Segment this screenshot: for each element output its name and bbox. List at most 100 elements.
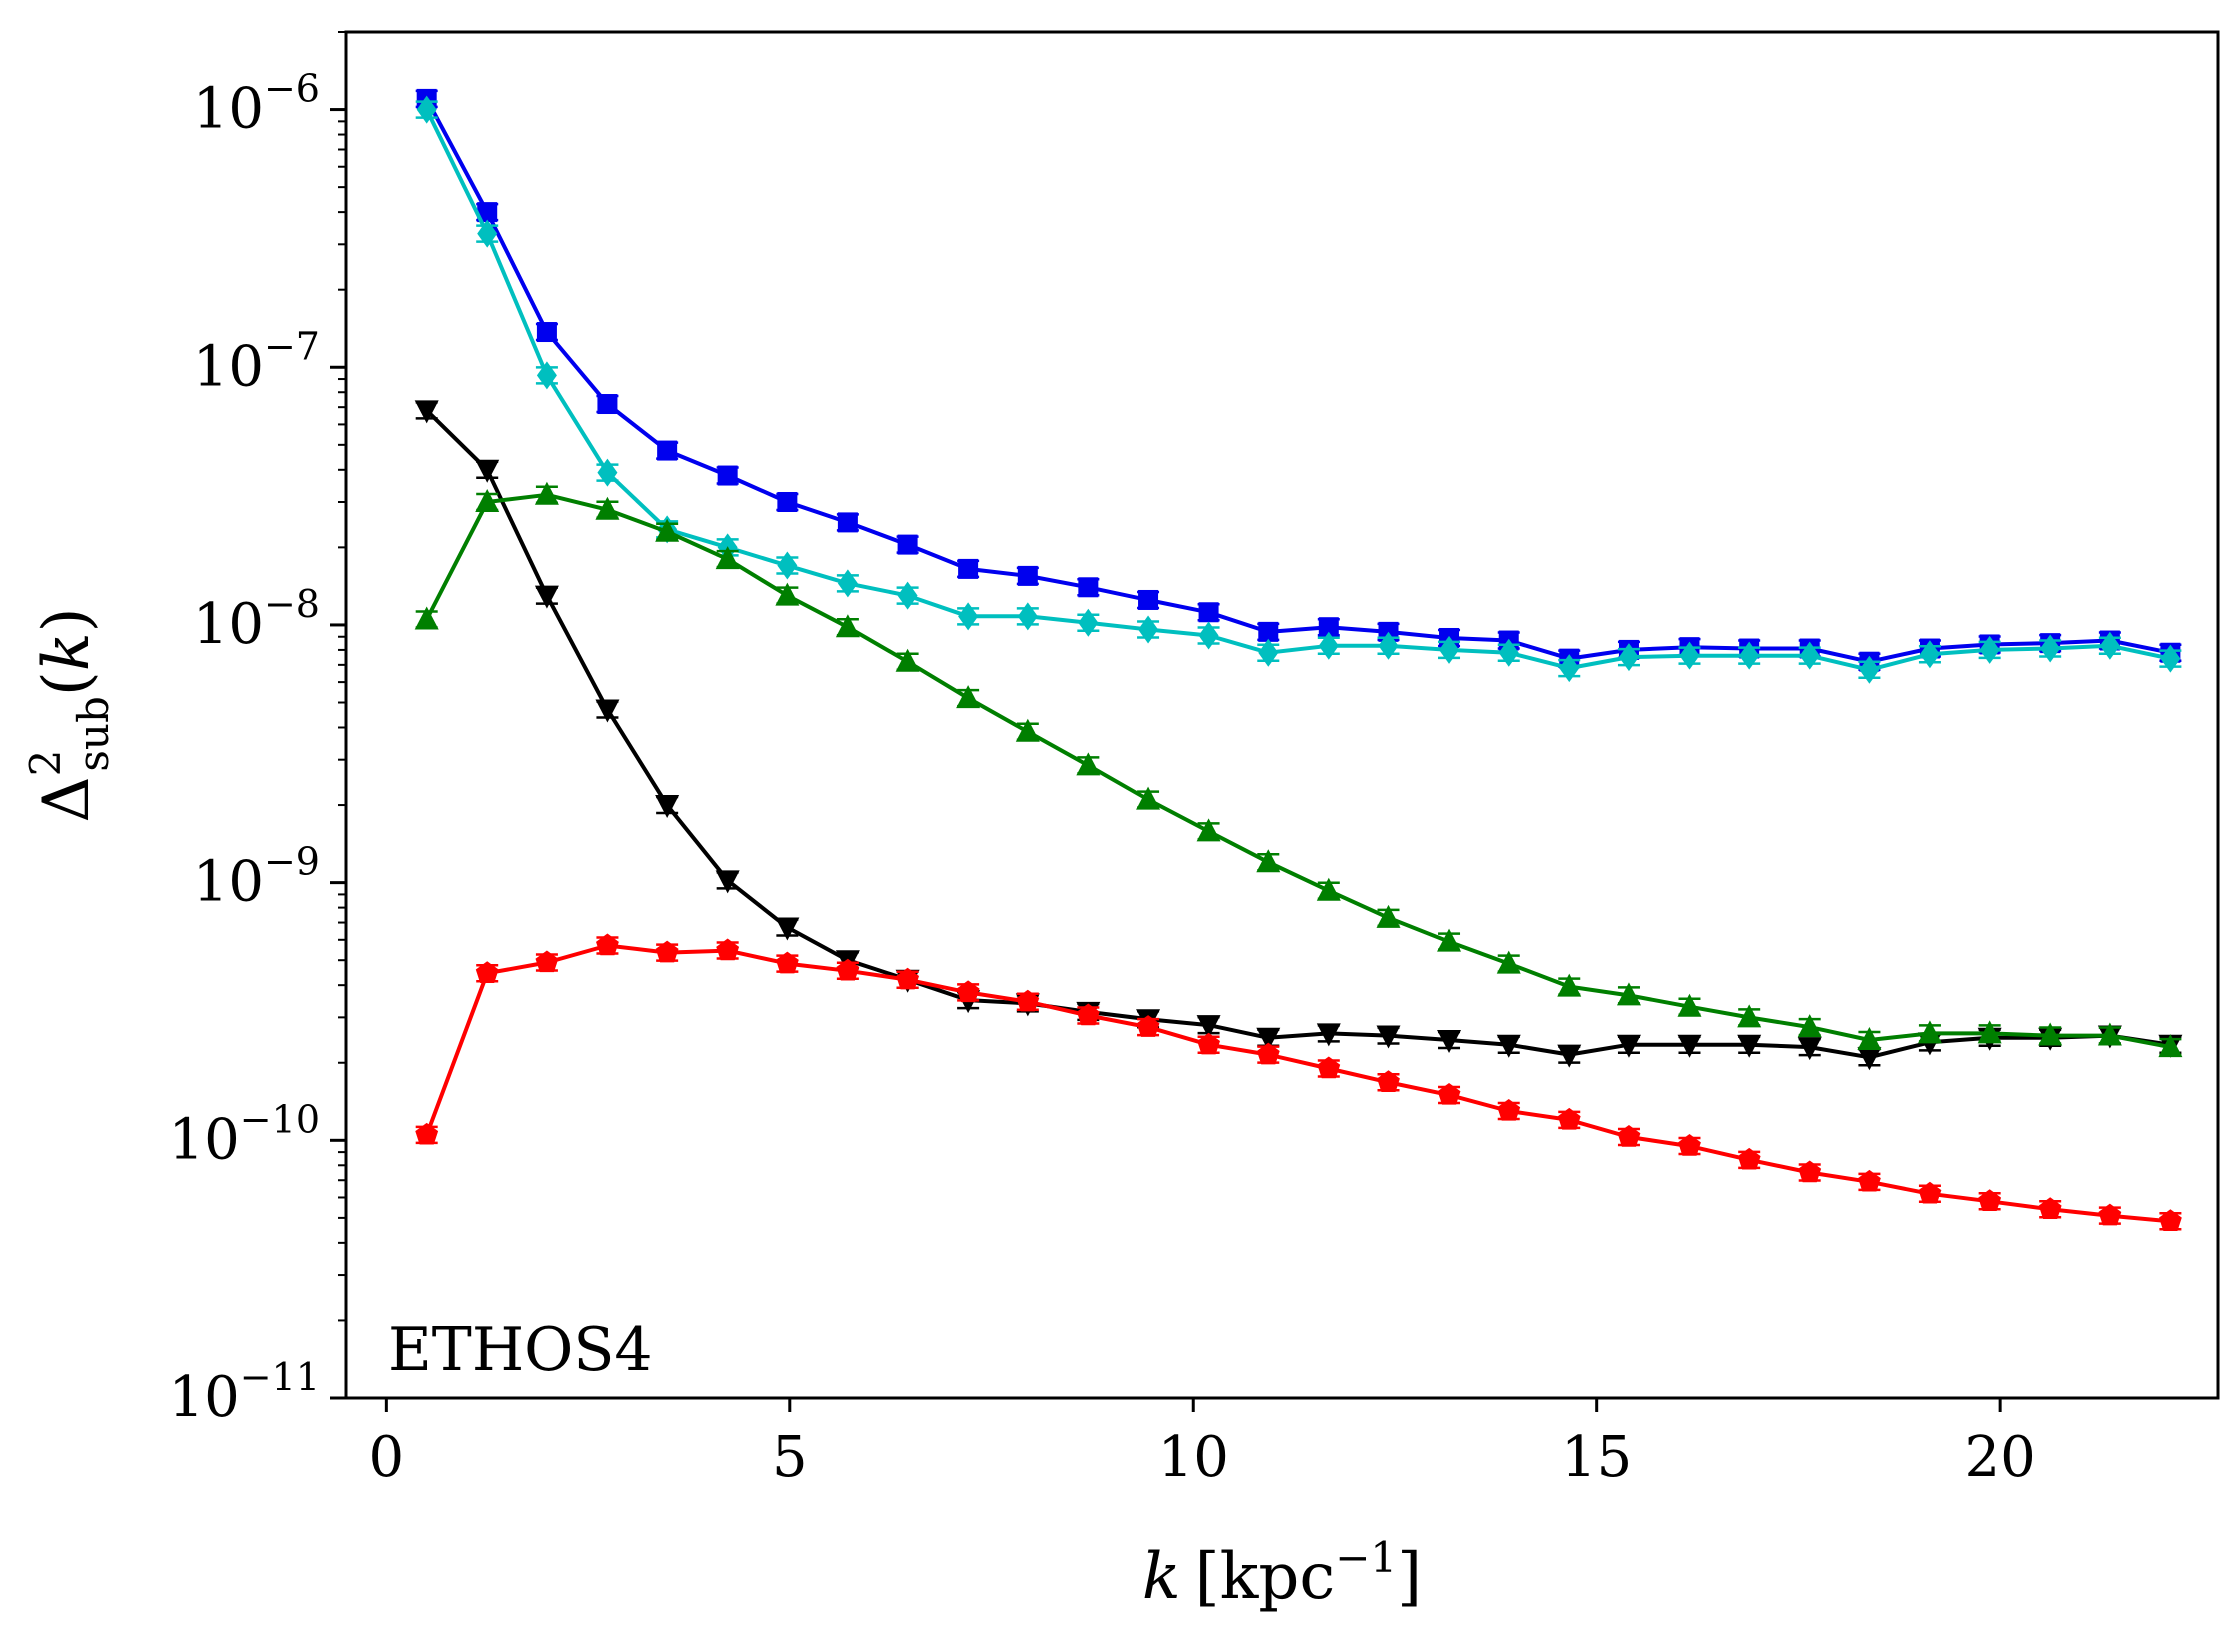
data-point: [415, 1122, 439, 1145]
data-point: [1859, 655, 1880, 684]
data-point: [1557, 973, 1582, 997]
x-axis-label: k [kpc−1]: [1142, 1533, 1422, 1614]
data-point: [1198, 621, 1219, 650]
y-tick-label: 10−10: [169, 1097, 320, 1172]
data-point: [895, 648, 920, 672]
annotation-label: ETHOS4: [388, 1315, 653, 1385]
data-point: [2098, 1203, 2122, 1226]
data-point: [1376, 904, 1401, 928]
data-point: [1737, 1034, 1762, 1058]
series-line: [424, 97, 2171, 664]
data-point: [1918, 1181, 1942, 1204]
data-point: [1799, 641, 1820, 670]
data-point: [1616, 1034, 1641, 1058]
series-4: [414, 481, 2183, 1058]
data-point: [2099, 631, 2120, 660]
series-layer: [414, 88, 2183, 1232]
data-point: [1737, 1147, 1761, 1170]
data-point: [958, 558, 979, 579]
series-5: [415, 933, 2182, 1232]
data-point: [1378, 631, 1399, 660]
data-point: [655, 795, 680, 819]
data-point: [837, 569, 858, 598]
data-point: [1497, 1098, 1521, 1121]
data-point: [1196, 1015, 1221, 1039]
data-point: [775, 951, 799, 974]
data-point: [837, 512, 858, 533]
data-point: [536, 322, 557, 343]
series-line: [424, 108, 2171, 672]
data-point: [1256, 849, 1281, 873]
data-point: [2160, 644, 2181, 673]
data-point: [1316, 877, 1341, 901]
data-point: [1798, 1160, 1822, 1183]
data-point: [2038, 1022, 2063, 1046]
data-point: [1917, 1020, 1942, 1044]
data-point: [1078, 608, 1099, 637]
data-point: [1978, 1189, 2002, 1211]
series-1: [415, 88, 2182, 672]
data-point: [2040, 634, 2061, 663]
data-point: [1256, 1027, 1281, 1051]
x-axis: 0 5 10 15 20: [369, 1398, 2036, 1490]
data-point: [414, 400, 439, 424]
data-point: [1737, 1004, 1762, 1028]
data-point: [2038, 1197, 2062, 1219]
x-tick-label: 15: [1561, 1425, 1632, 1490]
data-point: [1616, 982, 1641, 1006]
data-point: [1017, 565, 1038, 586]
data-point: [1559, 654, 1580, 683]
data-point: [475, 459, 500, 483]
data-point: [1858, 1169, 1881, 1192]
data-point: [534, 481, 559, 505]
data-point: [1557, 1044, 1582, 1068]
data-point: [596, 933, 619, 956]
data-point: [1797, 1037, 1822, 1061]
x-tick-label: 10: [1158, 1425, 1229, 1490]
data-point: [1016, 989, 1040, 1012]
data-point: [956, 685, 981, 709]
data-point: [1437, 1030, 1462, 1054]
data-point: [2158, 1209, 2182, 1232]
data-point: [775, 917, 800, 941]
data-point: [1076, 752, 1101, 776]
data-point: [1617, 1125, 1641, 1147]
data-point: [1977, 1020, 2002, 1044]
data-point: [1919, 640, 1940, 669]
data-point: [1618, 643, 1639, 672]
data-point: [1076, 1003, 1100, 1026]
series-line: [424, 943, 2171, 1224]
data-point: [1496, 1034, 1521, 1058]
data-point: [416, 95, 437, 124]
data-point: [1739, 641, 1760, 670]
data-point: [1439, 635, 1460, 664]
y-tick-label: 10−9: [193, 840, 320, 915]
x-tick-label: 20: [1965, 1425, 2036, 1490]
data-point: [1557, 1107, 1581, 1130]
data-point: [1138, 615, 1159, 644]
data-point: [896, 967, 920, 990]
data-point: [1317, 1056, 1341, 1079]
data-point: [1677, 993, 1702, 1017]
data-point: [1857, 1047, 1882, 1071]
data-point: [775, 582, 800, 606]
data-point: [595, 699, 620, 723]
data-point: [477, 202, 498, 223]
y-axis-label: Δ2sub(k): [21, 607, 118, 822]
x-tick-label: 5: [772, 1425, 808, 1490]
data-point: [1316, 1023, 1341, 1047]
data-point: [2158, 1034, 2183, 1058]
data-point: [655, 940, 679, 963]
data-point: [1376, 1025, 1401, 1049]
data-point: [475, 961, 499, 983]
data-point: [716, 938, 740, 961]
data-point: [1857, 1027, 1882, 1051]
data-point: [715, 546, 740, 570]
data-point: [1198, 602, 1219, 623]
data-point: [535, 950, 559, 973]
data-point: [475, 488, 500, 512]
data-point: [1258, 638, 1279, 667]
data-point: [958, 602, 979, 631]
data-point: [1498, 638, 1519, 667]
